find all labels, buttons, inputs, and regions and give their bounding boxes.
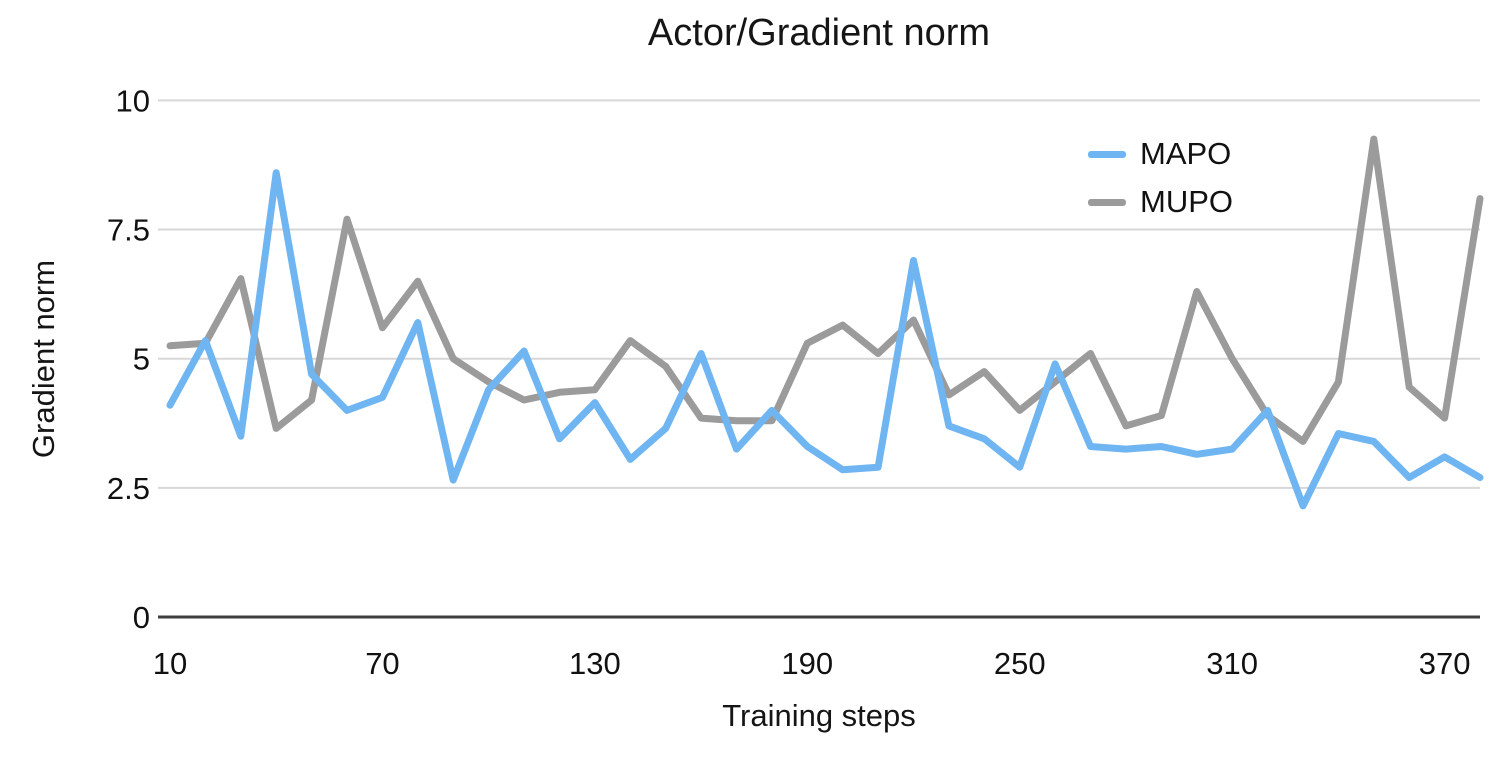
series-line-mupo — [166, 135, 1484, 445]
y-tick-label: 10 — [116, 83, 150, 118]
mapo-line-swatch — [1088, 150, 1126, 158]
legend-label-mapo: MAPO — [1140, 136, 1232, 171]
chart-title: Actor/Gradient norm — [647, 12, 991, 54]
x-tick-label: 310 — [1206, 646, 1258, 681]
x-axis-title: Training steps — [722, 698, 916, 733]
legend-item-mapo: MAPO — [1088, 130, 1233, 178]
legend-label-mupo: MUPO — [1140, 184, 1233, 219]
legend-item-mupo: MUPO — [1088, 178, 1233, 226]
x-tick-label: 70 — [365, 646, 399, 681]
x-tick-label: 130 — [569, 646, 621, 681]
x-tick-label: 10 — [153, 646, 187, 681]
x-tick-label: 190 — [781, 646, 833, 681]
mupo-line-swatch — [1088, 198, 1126, 206]
legend: MAPO MUPO — [1088, 130, 1233, 226]
y-tick-label: 7.5 — [107, 213, 150, 248]
y-tick-label: 5 — [133, 342, 150, 377]
series-line-mapo — [166, 169, 1484, 510]
y-tick-label: 0 — [133, 600, 150, 635]
x-tick-label: 250 — [994, 646, 1046, 681]
y-tick-label: 2.5 — [107, 471, 150, 506]
x-tick-label: 370 — [1419, 646, 1471, 681]
